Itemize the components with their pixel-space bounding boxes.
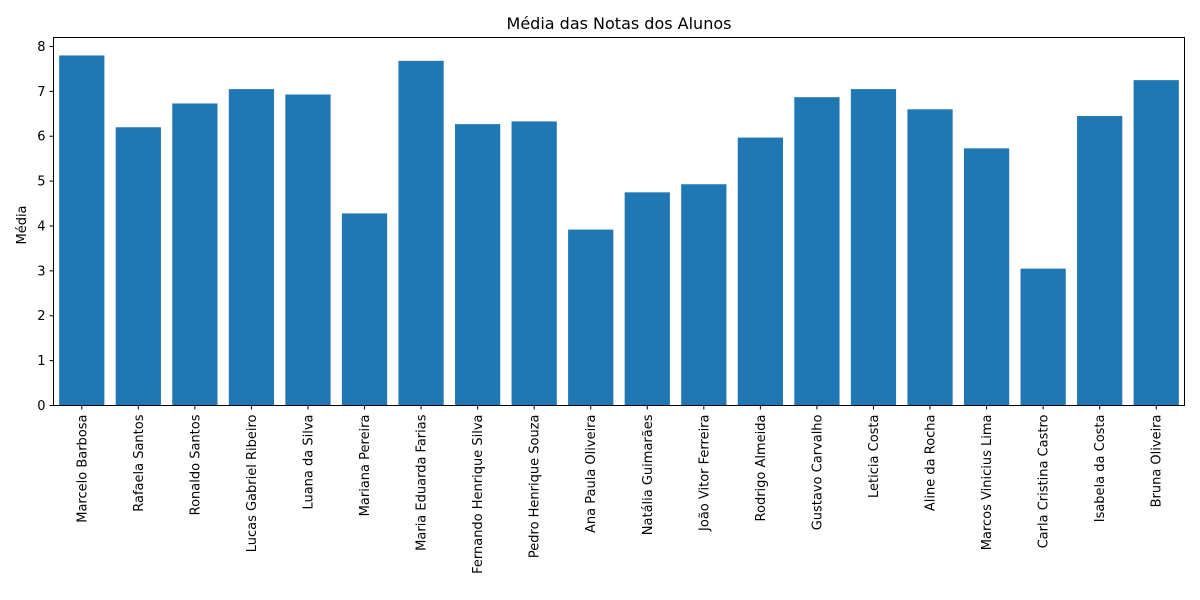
bar bbox=[172, 103, 218, 406]
y-axis-label: Média bbox=[15, 205, 30, 244]
x-tick-label: Marcelo Barbosa bbox=[75, 415, 90, 523]
x-tick-label: Isabela da Costa bbox=[1093, 415, 1108, 523]
bar bbox=[681, 184, 727, 406]
bar bbox=[115, 127, 161, 406]
bar bbox=[963, 148, 1010, 406]
bar bbox=[850, 89, 897, 406]
x-tick-label: Bruna Oliveira bbox=[1150, 415, 1165, 508]
x-tick-label: Rafaela Santos bbox=[132, 414, 147, 511]
bar bbox=[568, 229, 614, 406]
x-tick-label: Leticia Costa bbox=[867, 415, 882, 498]
chart-title: Média das Notas dos Alunos bbox=[507, 14, 732, 33]
x-tick-label: Gustavo Carvalho bbox=[810, 414, 825, 530]
y-tick-label: 6 bbox=[37, 130, 45, 145]
x-tick-label: Pedro Henrique Souza bbox=[528, 415, 543, 559]
y-tick-label: 4 bbox=[37, 219, 45, 234]
y-tick-label: 5 bbox=[37, 175, 45, 190]
x-axis: Marcelo Barbosa Rafaela Santos Ronaldo San… bbox=[75, 405, 1165, 574]
bar bbox=[1133, 80, 1179, 406]
x-tick-label: Natália Guimarães bbox=[641, 414, 656, 535]
y-axis: 0 1 2 3 4 5 6 7 8 bbox=[37, 40, 54, 414]
y-tick-label: 3 bbox=[37, 264, 45, 279]
bar bbox=[398, 60, 444, 406]
x-tick-label: Ronaldo Santos bbox=[188, 414, 203, 515]
bar bbox=[228, 89, 275, 406]
x-tick-label: Fernando Henrique Silva bbox=[471, 415, 486, 574]
y-tick-label: 2 bbox=[37, 309, 45, 324]
bar bbox=[285, 94, 331, 406]
y-tick-label: 7 bbox=[37, 85, 45, 100]
bar bbox=[511, 121, 557, 406]
x-tick-label: Marcos Vinicius Lima bbox=[980, 415, 995, 551]
bar bbox=[737, 137, 783, 406]
x-tick-label: Maria Eduarda Farias bbox=[415, 414, 430, 551]
bar bbox=[59, 55, 105, 406]
x-tick-label: Carla Cristina Castro bbox=[1037, 414, 1052, 548]
bar bbox=[1020, 268, 1066, 406]
bar bbox=[455, 124, 501, 406]
x-tick-label: Mariana Pereira bbox=[358, 415, 373, 517]
y-tick-label: 0 bbox=[37, 399, 45, 414]
bars-group bbox=[59, 55, 1179, 406]
x-tick-label: Ana Paula Oliveira bbox=[584, 415, 599, 533]
bar bbox=[1077, 116, 1123, 406]
y-tick-label: 1 bbox=[37, 354, 45, 369]
x-tick-label: João Vitor Ferreira bbox=[697, 415, 712, 532]
x-tick-label: Rodrigo Almeida bbox=[754, 415, 769, 522]
x-tick-label: Aline da Rocha bbox=[924, 415, 939, 512]
y-tick-label: 8 bbox=[37, 40, 45, 55]
x-tick-label: Luana da Silva bbox=[301, 415, 316, 510]
plot-frame bbox=[53, 37, 1185, 406]
bar bbox=[907, 109, 953, 406]
bar bbox=[624, 192, 670, 406]
x-tick-label: Lucas Gabriel Ribeiro bbox=[245, 414, 260, 552]
bar bbox=[794, 97, 840, 406]
bar bbox=[341, 213, 388, 406]
